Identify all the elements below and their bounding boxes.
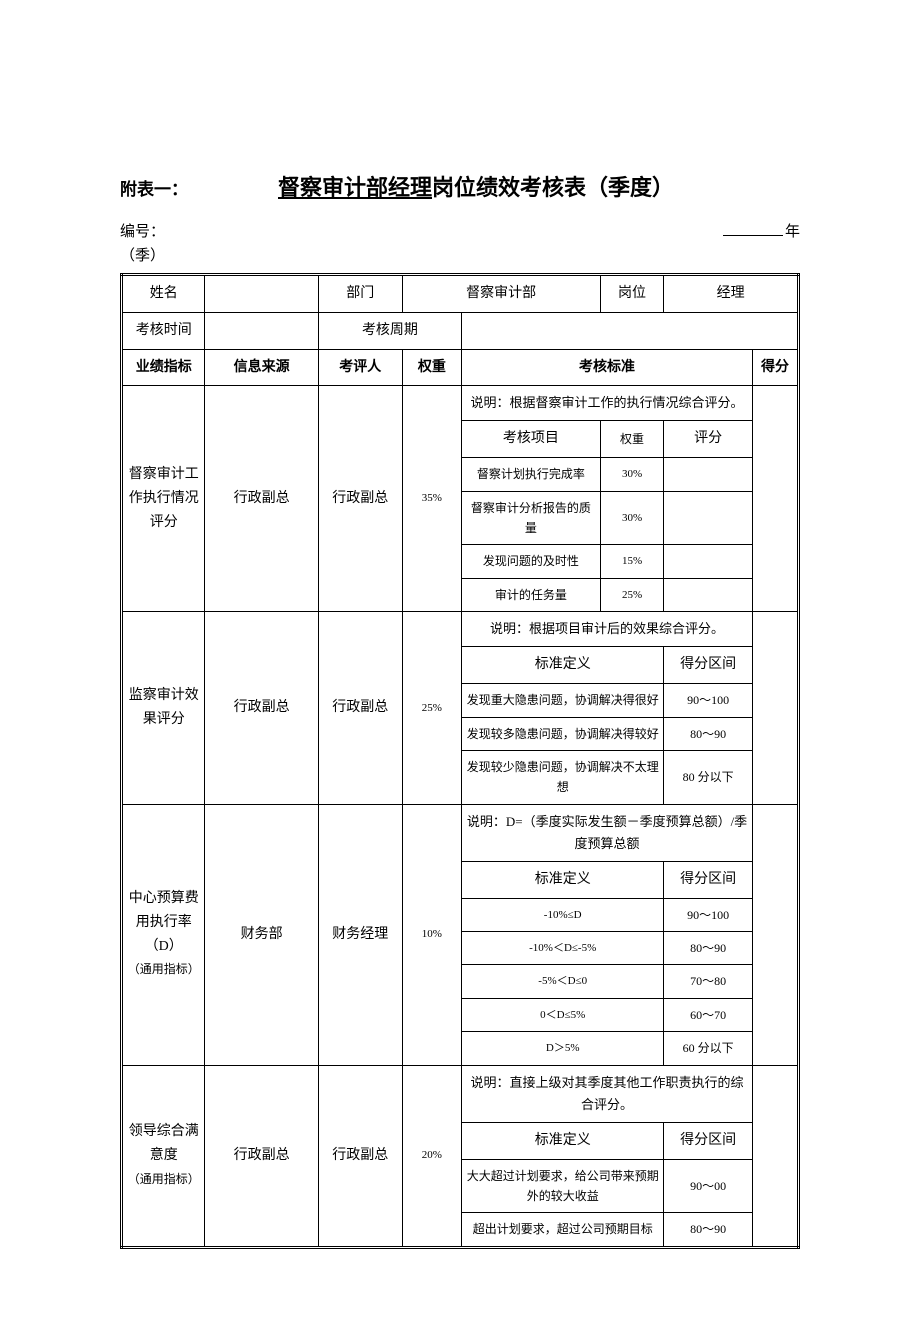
col-metric: 业绩指标 [122, 349, 205, 386]
metric3-r3c2: 70～80 [664, 965, 753, 998]
metric1-h2: 权重 [600, 421, 664, 458]
metric2-h2: 得分区间 [664, 647, 753, 684]
title-underline: 督察审计部经理 [278, 175, 432, 200]
metric1-weight: 35% [402, 386, 461, 612]
metric4-r2c2: 80～90 [664, 1213, 753, 1247]
metric3-note-row: 中心预算费用执行率（D） （通用指标） 财务部 财务经理 10% 说明：D=（季… [122, 804, 799, 861]
metric2-weight: 25% [402, 612, 461, 804]
metric2-r1c2: 90～100 [664, 684, 753, 717]
metric1-h3: 评分 [664, 421, 753, 458]
header-row: 附表一： 督察审计部经理岗位绩效考核表（季度） [120, 170, 800, 202]
col-score: 得分 [753, 349, 799, 386]
col-source: 信息来源 [205, 349, 318, 386]
metric3-r4c2: 60～70 [664, 998, 753, 1031]
metric1-r2c3 [664, 491, 753, 545]
metric3-reviewer: 财务经理 [318, 804, 402, 1065]
metric2-r2c1: 发现较多隐患问题，协调解决得较好 [462, 717, 664, 750]
metric3-weight: 10% [402, 804, 461, 1065]
metric3-r5c2: 60 分以下 [664, 1032, 753, 1065]
value-name [205, 275, 318, 313]
metric1-h1: 考核项目 [462, 421, 601, 458]
year-field: 年 [723, 220, 800, 241]
metric1-note: 说明：根据督察审计工作的执行情况综合评分。 [462, 386, 753, 421]
metric4-h2: 得分区间 [664, 1122, 753, 1159]
metric4-weight: 20% [402, 1065, 461, 1247]
metric2-r1c1: 发现重大隐患问题，协调解决得很好 [462, 684, 664, 717]
metric4-score [753, 1065, 799, 1247]
metric1-r3c1: 发现问题的及时性 [462, 545, 601, 578]
col-standard: 考核标准 [462, 349, 753, 386]
metric3-r1c2: 90～100 [664, 898, 753, 931]
metric2-r2c2: 80～90 [664, 717, 753, 750]
metric2-note-row: 监察审计效果评分 行政副总 行政副总 25% 说明：根据项目审计后的效果综合评分… [122, 612, 799, 647]
metric3-h2: 得分区间 [664, 861, 753, 898]
meta-row: 编号： 年 [120, 220, 800, 241]
metric1-source: 行政副总 [205, 386, 318, 612]
value-dept: 督察审计部 [402, 275, 600, 313]
metric4-h1: 标准定义 [462, 1122, 664, 1159]
column-header-row: 业绩指标 信息来源 考评人 权重 考核标准 得分 [122, 349, 799, 386]
metric1-note-row: 督察审计工作执行情况评分 行政副总 行政副总 35% 说明：根据督察审计工作的执… [122, 386, 799, 421]
page-title: 督察审计部经理岗位绩效考核表（季度） [278, 170, 674, 202]
metric1-r1c3 [664, 458, 753, 491]
value-cycle [462, 312, 799, 349]
metric1-r4c3 [664, 578, 753, 611]
metric4-r1c2: 90～00 [664, 1159, 753, 1213]
metric1-r3c3 [664, 545, 753, 578]
col-reviewer: 考评人 [318, 349, 402, 386]
metric2-score [753, 612, 799, 804]
metric4-note-row: 领导综合满意度 （通用指标） 行政副总 行政副总 20% 说明：直接上级对其季度… [122, 1065, 799, 1122]
metric1-r3c2: 15% [600, 545, 664, 578]
assessment-table: 姓名 部门 督察审计部 岗位 经理 考核时间 考核周期 业绩指标 信息来源 考评… [120, 273, 800, 1249]
label-dept: 部门 [318, 275, 402, 313]
metric4-name: 领导综合满意度 （通用指标） [122, 1065, 205, 1247]
label-post: 岗位 [600, 275, 664, 313]
metric1-score [753, 386, 799, 612]
metric4-r1c1: 大大超过计划要求，给公司带来预期外的较大收益 [462, 1159, 664, 1213]
value-period [205, 312, 318, 349]
metric1-r2c2: 30% [600, 491, 664, 545]
metric1-r1c1: 督察计划执行完成率 [462, 458, 601, 491]
metric1-r2c1: 督察审计分析报告的质量 [462, 491, 601, 545]
metric1-r4c1: 审计的任务量 [462, 578, 601, 611]
metric3-r2c1: -10%＜D≤-5% [462, 932, 664, 965]
label-period: 考核时间 [122, 312, 205, 349]
metric3-r1c1: -10%≤D [462, 898, 664, 931]
metric3-r2c2: 80～90 [664, 932, 753, 965]
metric2-r3c2: 80 分以下 [664, 750, 753, 804]
metric2-r3c1: 发现较少隐患问题，协调解决不太理想 [462, 750, 664, 804]
number-label: 编号： [120, 220, 165, 241]
metric2-name: 监察审计效果评分 [122, 612, 205, 804]
metric3-r4c1: 0＜D≤5% [462, 998, 664, 1031]
quarter-label: （季） [120, 244, 800, 265]
metric4-note: 说明：直接上级对其季度其他工作职责执行的综合评分。 [462, 1065, 753, 1122]
attach-label: 附表一： [120, 175, 188, 200]
metric2-note: 说明：根据项目审计后的效果综合评分。 [462, 612, 753, 647]
title-rest: 岗位绩效考核表（季度） [432, 175, 674, 200]
metric3-score [753, 804, 799, 1065]
metric4-reviewer: 行政副总 [318, 1065, 402, 1247]
metric3-h1: 标准定义 [462, 861, 664, 898]
metric4-r2c1: 超出计划要求，超过公司预期目标 [462, 1213, 664, 1247]
metric2-reviewer: 行政副总 [318, 612, 402, 804]
metric3-name: 中心预算费用执行率（D） （通用指标） [122, 804, 205, 1065]
metric1-r1c2: 30% [600, 458, 664, 491]
label-cycle: 考核周期 [318, 312, 461, 349]
label-name: 姓名 [122, 275, 205, 313]
col-weight: 权重 [402, 349, 461, 386]
metric3-r3c1: -5%＜D≤0 [462, 965, 664, 998]
info-row-2: 考核时间 考核周期 [122, 312, 799, 349]
metric3-source: 财务部 [205, 804, 318, 1065]
metric2-source: 行政副总 [205, 612, 318, 804]
metric1-reviewer: 行政副总 [318, 386, 402, 612]
metric1-name: 督察审计工作执行情况评分 [122, 386, 205, 612]
info-row-1: 姓名 部门 督察审计部 岗位 经理 [122, 275, 799, 313]
metric4-source: 行政副总 [205, 1065, 318, 1247]
metric1-r4c2: 25% [600, 578, 664, 611]
metric2-h1: 标准定义 [462, 647, 664, 684]
metric3-note: 说明：D=（季度实际发生额－季度预算总额）/季度预算总额 [462, 804, 753, 861]
metric3-r5c1: D＞5% [462, 1032, 664, 1065]
value-post: 经理 [664, 275, 799, 313]
